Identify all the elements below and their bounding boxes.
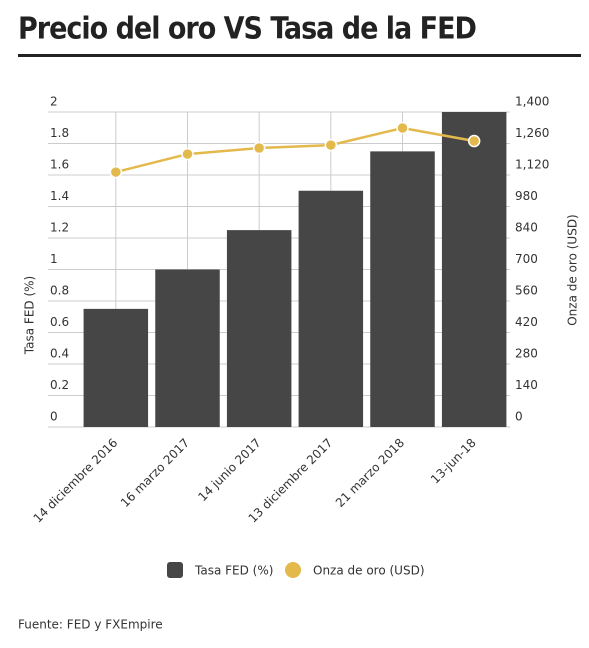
y-tick-label: 0.4 (50, 347, 69, 361)
legend-swatch (285, 562, 301, 578)
y-tick-label: 0 (50, 410, 58, 424)
legend-label: Tasa FED (%) (194, 564, 273, 578)
y2-tick-label: 140 (515, 378, 538, 392)
chart-title: Precio del oro VS Tasa de la FED (18, 12, 476, 47)
y-tick-label: 1.6 (50, 158, 69, 172)
line-point (109, 165, 123, 179)
y2-tick-label: 1,400 (515, 95, 549, 109)
line (115, 126, 475, 174)
y2-tick-label: 420 (515, 315, 538, 329)
y2-tick-label: 980 (515, 189, 538, 203)
bar (370, 151, 435, 427)
y2-tick-label: 840 (515, 221, 538, 235)
y2-axis-label: Onza de oro (USD) (566, 214, 580, 326)
line-point (467, 134, 481, 148)
y2-tick-label: 1,120 (515, 158, 549, 172)
y-tick-label: 0.6 (50, 315, 69, 329)
line-point (396, 121, 409, 135)
source-note: Fuente: FED y FXEmpire (18, 618, 163, 632)
y-tick-label: 1.2 (50, 221, 69, 235)
y-tick-label: 1.8 (50, 126, 69, 140)
title-rule (18, 54, 581, 57)
legend-label: Onza de oro (USD) (313, 564, 425, 578)
y2-tick-label: 0 (515, 410, 523, 424)
y-tick-label: 1.4 (50, 189, 69, 203)
x-tick-label: 14 diciembre 2016 (31, 436, 121, 526)
bar (83, 308, 149, 427)
y-tick-label: 0.2 (50, 378, 69, 392)
x-tick-label: 21 marzo 2018 (333, 436, 407, 510)
x-tick-label: 14 junio 2017 (195, 436, 263, 504)
y-tick-label: 0.8 (50, 284, 69, 298)
x-tick-label: 13-jun-18 (428, 436, 479, 487)
y2-tick-label: 280 (515, 347, 538, 361)
x-tick-label: 16 marzo 2017 (118, 436, 192, 510)
line-point (324, 138, 338, 152)
y2-tick-label: 560 (515, 284, 538, 298)
bar (441, 112, 507, 427)
y2-tick-label: 1,260 (515, 126, 549, 140)
y2-tick-label: 700 (515, 252, 538, 266)
y-tick-label: 1 (50, 252, 58, 266)
bar (298, 190, 364, 427)
line-point (252, 141, 266, 155)
legend-swatch (167, 562, 183, 578)
y-axis-label: Tasa FED (%) (23, 276, 37, 355)
bar (155, 269, 220, 427)
bar (226, 230, 292, 427)
y-tick-label: 2 (50, 95, 58, 109)
line-point (181, 147, 194, 161)
